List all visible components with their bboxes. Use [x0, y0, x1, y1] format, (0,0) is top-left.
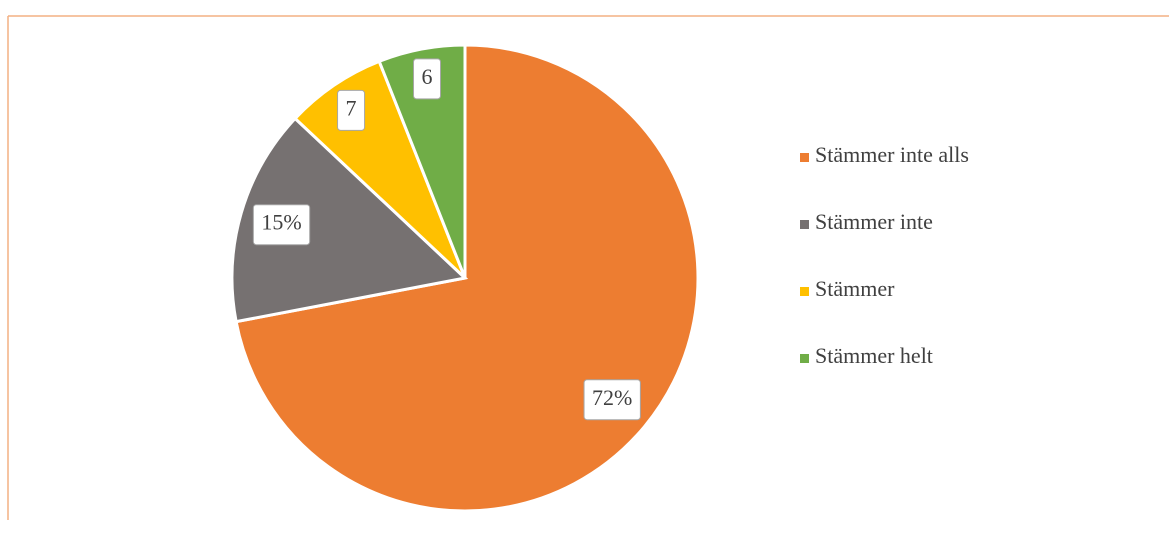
pie-slice — [230, 116, 469, 324]
legend-label: Stämmer helt — [815, 343, 933, 368]
data-label: 15% — [261, 210, 301, 235]
legend-marker — [800, 220, 809, 229]
legend-label: Stämmer inte — [815, 209, 933, 234]
legend-label: Stämmer inte alls — [815, 142, 969, 167]
legend-marker — [800, 354, 809, 363]
data-label: 72% — [592, 385, 632, 410]
data-label: 7 — [346, 95, 357, 120]
data-label: 6 — [422, 64, 433, 89]
data-label-box — [252, 204, 311, 246]
legend-marker — [800, 287, 809, 296]
legend-marker — [800, 153, 809, 162]
legend-label: Stämmer — [815, 276, 895, 301]
data-label-box — [583, 379, 641, 421]
data-label-box — [337, 89, 366, 131]
pie-slice — [377, 43, 467, 279]
data-label-box — [413, 58, 442, 100]
